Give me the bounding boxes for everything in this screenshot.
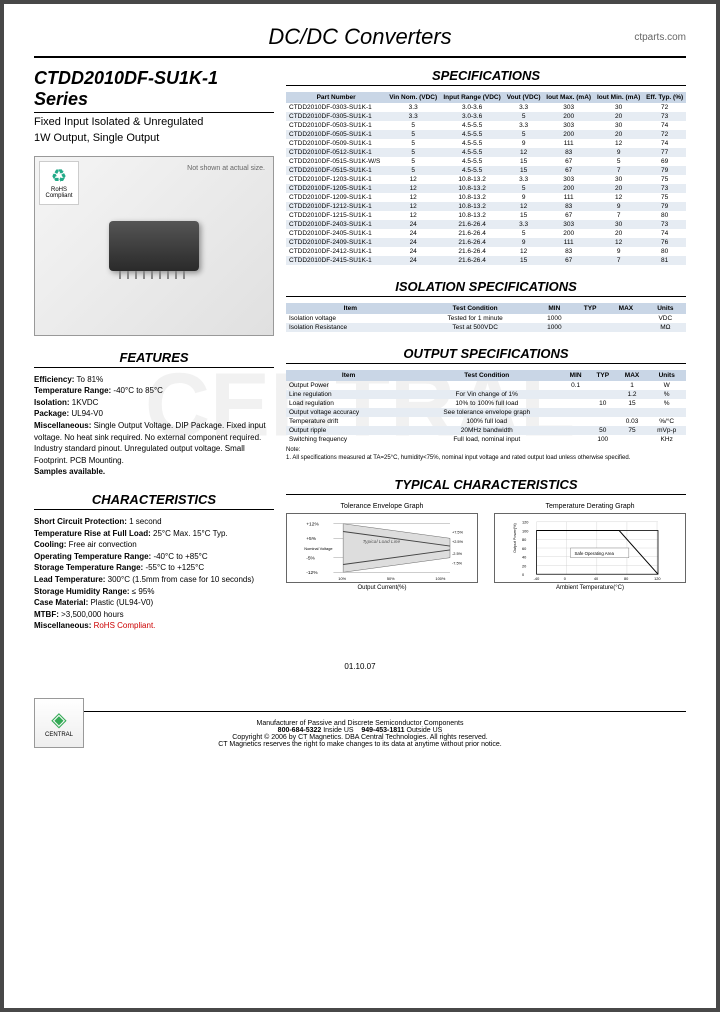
svg-text:100: 100 <box>522 528 528 533</box>
footer-phones: 800-684-5322 Inside US 949-453-1811 Outs… <box>34 727 686 734</box>
svg-text:+12%: +12% <box>306 521 319 527</box>
series-sub2: 1W Output, Single Output <box>34 131 274 145</box>
svg-text:60: 60 <box>522 546 526 551</box>
chart2-title: Temperature Derating Graph <box>494 503 686 510</box>
page-header: DC/DC Converters ctparts.com <box>34 24 686 58</box>
svg-text:0: 0 <box>564 576 566 581</box>
chart2-box: Safe Operating Area 120 100 80 60 40 20 0 -40 0 4… <box>494 513 686 583</box>
svg-text:80: 80 <box>522 537 526 542</box>
svg-text:-40: -40 <box>534 576 540 581</box>
series-title: CTDD2010DF-SU1K-1 Series <box>34 68 274 113</box>
product-chip <box>109 221 199 271</box>
product-note: Not shown at actual size. <box>187 165 265 172</box>
chart1-xlabel: Output Current(%) <box>286 585 478 591</box>
specs-table: Part NumberVin Nom. (VDC)Input Range (VD… <box>286 92 686 265</box>
chart2-xlabel: Ambient Temperature(°C) <box>494 585 686 591</box>
derating-chart: Temperature Derating Graph Safe Operatin… <box>494 503 686 591</box>
svg-text:Safe Operating Area: Safe Operating Area <box>574 550 614 555</box>
svg-text:Nominal Voltage: Nominal Voltage <box>304 546 332 551</box>
svg-text:-7.5%: -7.5% <box>452 560 463 565</box>
footer-disclaimer: CT Magnetics reserves the right to make … <box>34 741 686 748</box>
footer: CENTRAL Manufacturer of Passive and Disc… <box>34 711 686 748</box>
svg-text:-12%: -12% <box>306 570 318 576</box>
chart1-box: +12% +5% -5% -12% Nominal Voltage +7.5% … <box>286 513 478 583</box>
svg-text:+7.5%: +7.5% <box>452 529 464 534</box>
features-title: FEATURES <box>34 350 274 368</box>
svg-text:+2.5%: +2.5% <box>452 539 464 544</box>
chars-title: CHARACTERISTICS <box>34 492 274 510</box>
svg-text:-5%: -5% <box>306 555 315 561</box>
svg-text:40: 40 <box>594 576 598 581</box>
svg-text:0: 0 <box>522 572 524 577</box>
characteristics-list: Short Circuit Protection: 1 secondTemper… <box>34 516 274 632</box>
header-title: DC/DC Converters <box>268 24 451 49</box>
rohs-badge: RoHS Compliant <box>39 161 79 205</box>
svg-text:50%: 50% <box>387 576 395 581</box>
svg-text:-2.5%: -2.5% <box>452 550 463 555</box>
series-sub1: Fixed Input Isolated & Unregulated <box>34 115 274 129</box>
svg-text:120: 120 <box>654 576 660 581</box>
chart1-title: Tolerance Envelope Graph <box>286 503 478 510</box>
typical-title: TYPICAL CHARACTERISTICS <box>286 477 686 495</box>
output-note: Note:1. All specifications measured at T… <box>286 447 686 463</box>
product-image: RoHS Compliant Not shown at actual size. <box>34 156 274 336</box>
isolation-title: ISOLATION SPECIFICATIONS <box>286 279 686 297</box>
specs-title: SPECIFICATIONS <box>286 68 686 86</box>
svg-text:Output Power(%): Output Power(%) <box>512 522 517 552</box>
footer-logo: CENTRAL <box>34 698 84 748</box>
tolerance-chart: Tolerance Envelope Graph +12% +5% -5% -1… <box>286 503 478 591</box>
footer-line1: Manufacturer of Passive and Discrete Sem… <box>34 720 686 727</box>
output-table: ItemTest ConditionMINTYPMAXUnitsOutput P… <box>286 370 686 444</box>
svg-text:120: 120 <box>522 519 528 524</box>
svg-text:80: 80 <box>624 576 628 581</box>
svg-text:100%: 100% <box>435 576 445 581</box>
date: 01.10.07 <box>34 662 686 671</box>
svg-text:10%: 10% <box>338 576 346 581</box>
svg-text:+5%: +5% <box>306 536 317 542</box>
output-title: OUTPUT SPECIFICATIONS <box>286 346 686 364</box>
svg-text:20: 20 <box>522 563 526 568</box>
isolation-table: ItemTest ConditionMINTYPMAXUnitsIsolatio… <box>286 303 686 332</box>
svg-text:40: 40 <box>522 554 526 559</box>
svg-text:Typical Load Line: Typical Load Line <box>363 539 401 545</box>
header-url: ctparts.com <box>634 32 686 43</box>
features-list: Efficiency: To 81%Temperature Range: -40… <box>34 374 274 478</box>
footer-copyright: Copyright © 2006 by CT Magnetics. DBA Ce… <box>34 734 686 741</box>
charts-row: Tolerance Envelope Graph +12% +5% -5% -1… <box>286 503 686 591</box>
